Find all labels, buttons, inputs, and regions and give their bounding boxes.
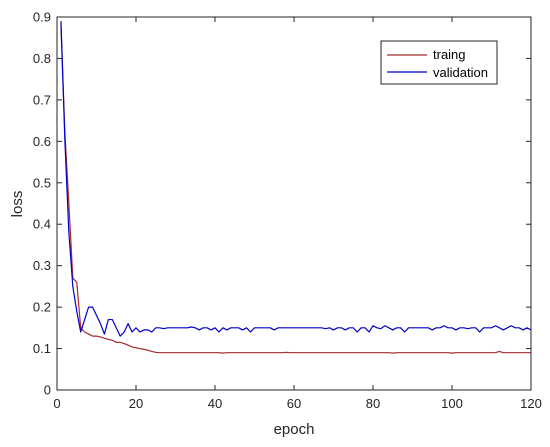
y-tick-label: 0 <box>44 383 51 398</box>
y-tick-label: 0.2 <box>33 300 51 315</box>
x-tick-label: 60 <box>287 396 301 411</box>
x-tick-label: 20 <box>129 396 143 411</box>
series-layer <box>60 21 532 354</box>
y-tick-label: 0.9 <box>33 10 51 25</box>
ticks-layer: 0 20 40 60 80 100 120 0 0.1 0.2 0.3 0.4 0.5 0.6 0.7 0.8… <box>33 10 542 412</box>
x-axis-label: epoch <box>274 421 315 438</box>
y-tick-label: 0.6 <box>33 134 51 149</box>
y-tick-label: 0.4 <box>33 217 51 232</box>
legend-label-validation: validation <box>433 65 488 80</box>
y-axis-label: loss <box>9 191 26 218</box>
x-tick-label: 40 <box>208 396 222 411</box>
x-tick-label: 0 <box>53 396 60 411</box>
legend-label-traing: traing <box>433 47 466 62</box>
legend-box <box>380 40 498 85</box>
x-tick-label: 80 <box>366 396 380 411</box>
y-tick-label: 0.1 <box>33 341 51 356</box>
legend: traing validation <box>380 40 498 85</box>
x-tick-label: 100 <box>441 396 463 411</box>
y-tick-label: 0.8 <box>33 51 51 66</box>
series-line-traing <box>60 25 531 354</box>
series-line-validation <box>60 21 532 337</box>
y-tick-label: 0.7 <box>33 92 51 107</box>
y-tick-label: 0.5 <box>33 175 51 190</box>
x-tick-label: 120 <box>520 396 542 411</box>
plot-frame <box>56 16 532 391</box>
y-tick-label: 0.3 <box>33 258 51 273</box>
